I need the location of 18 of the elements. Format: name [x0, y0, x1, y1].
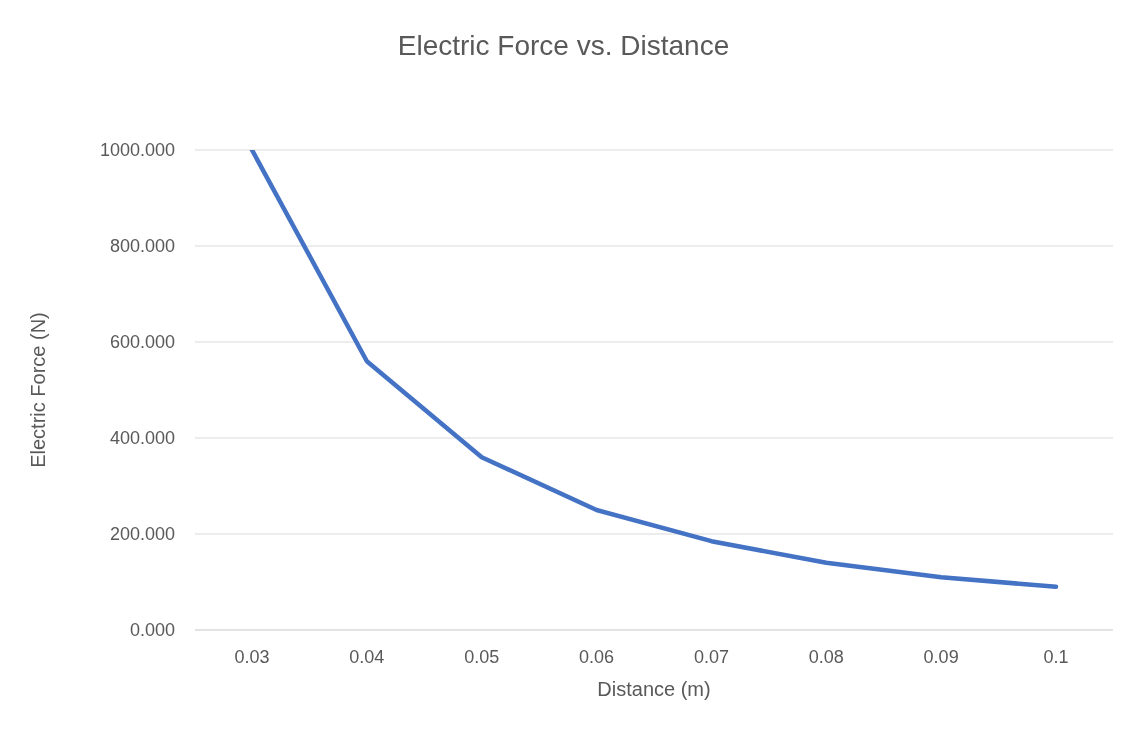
chart-title: Electric Force vs. Distance [396, 29, 731, 63]
x-tick-label: 0.03 [234, 646, 270, 667]
x-tick-label: 0.05 [464, 646, 500, 667]
y-axis-title: Electric Force (N) [27, 312, 50, 468]
x-tick-label: 0.04 [349, 646, 385, 667]
y-tick-label: 1000.000 [99, 140, 175, 161]
x-axis-title: Distance (m) [597, 678, 711, 700]
y-tick-label: 200.000 [109, 524, 175, 545]
y-tick-label: 400.000 [109, 428, 175, 449]
x-tick-label: 0.09 [923, 646, 959, 667]
y-tick-label: 0.000 [129, 620, 175, 641]
y-tick-label: 600.000 [109, 332, 175, 353]
x-tick-label: 0.1 [1043, 646, 1069, 667]
line-series [249, 150, 1059, 590]
y-tick-label: 800.000 [109, 236, 175, 257]
x-tick-label: 0.06 [579, 646, 615, 667]
x-tick-label: 0.07 [693, 646, 729, 667]
x-tick-label: 0.08 [808, 646, 844, 667]
